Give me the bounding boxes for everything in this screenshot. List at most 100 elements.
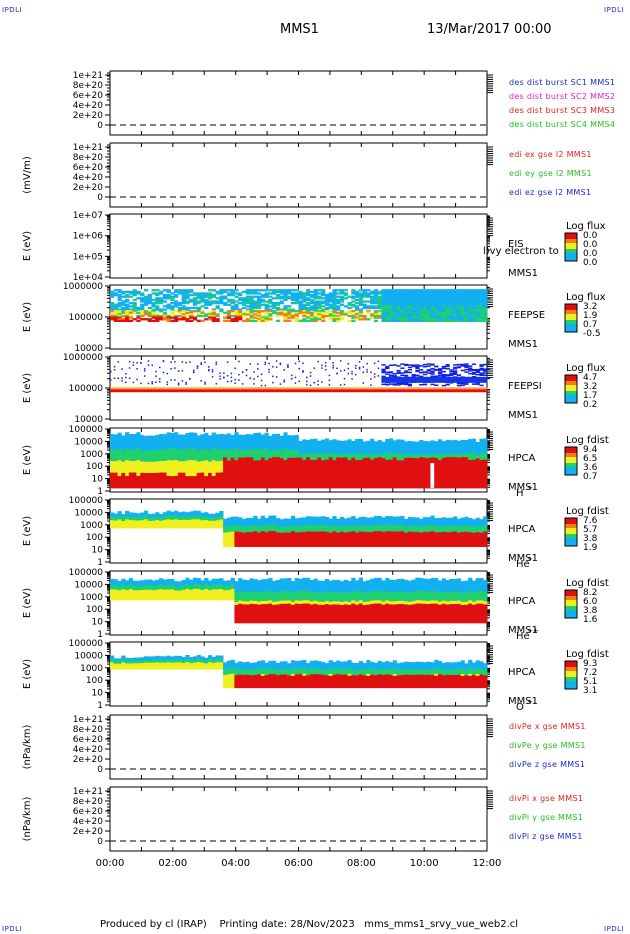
spectrogram-cell — [358, 303, 363, 306]
spectrogram-cell — [362, 484, 367, 489]
spectrogram-cell — [471, 484, 477, 489]
spectrogram-cell — [113, 521, 118, 524]
spectrogram-cell — [332, 365, 334, 367]
spectrogram-cell — [460, 298, 465, 302]
spectrogram-cell — [373, 306, 379, 310]
spectrogram-cell — [253, 289, 258, 292]
spectrogram-cell — [437, 314, 443, 318]
spectrogram-cell — [200, 526, 205, 529]
spectrogram-cell — [245, 526, 250, 529]
spectrogram-cell — [230, 518, 235, 522]
spectrogram-cell — [321, 453, 326, 458]
spectrogram-cell — [223, 457, 228, 462]
spectrogram-cell — [174, 464, 179, 469]
spectrogram-cell — [219, 517, 224, 519]
spectrogram-cell — [166, 514, 171, 517]
spectrogram-cell — [460, 470, 465, 475]
spectrogram-cell — [200, 297, 205, 300]
spectrogram-cell — [253, 371, 255, 373]
spectrogram-cell — [456, 308, 462, 311]
spectrogram-cell — [422, 311, 428, 314]
spectrogram-cell — [468, 313, 473, 316]
spectrogram-cell — [373, 300, 379, 303]
spectrogram-cell — [396, 387, 401, 389]
spectrogram-cell — [181, 300, 186, 303]
spectrogram-cell — [302, 453, 307, 458]
spectrogram-cell — [483, 305, 488, 308]
spectrogram-cell — [192, 371, 195, 374]
spectrogram-cell — [196, 439, 201, 444]
spectrogram-cell — [219, 472, 224, 477]
spectrogram-cell — [215, 363, 218, 366]
spectrogram-cell — [328, 453, 333, 458]
spectrogram-cell — [136, 314, 141, 318]
spectrogram-cell — [471, 376, 477, 378]
spectrogram-cell — [407, 447, 412, 452]
spectrogram-cell — [125, 372, 127, 375]
spectrogram-cell — [249, 517, 254, 521]
spectrogram-cell — [230, 314, 235, 318]
spectrogram-cell — [400, 382, 405, 384]
spectrogram-cell — [151, 519, 156, 522]
spectrogram-cell — [290, 435, 296, 440]
spectrogram-cell — [189, 522, 194, 524]
spectrogram-cell — [309, 314, 314, 318]
spectrogram-cell — [434, 310, 439, 313]
spectrogram-cell — [128, 514, 134, 517]
spectrogram-cell — [479, 318, 484, 321]
spectrogram-cell — [132, 515, 137, 518]
spectrogram-cell — [181, 295, 186, 298]
spectrogram-cell — [264, 452, 269, 457]
spectrogram-cell — [234, 544, 239, 547]
spectrogram-cell — [302, 439, 307, 444]
spectrogram-cell — [151, 465, 156, 470]
spectrogram-cell — [162, 389, 167, 393]
spectrogram-cell — [407, 308, 412, 311]
colorbar-value: 4.7 — [583, 373, 597, 383]
spectrogram-cell — [396, 446, 401, 451]
spectrogram-cell — [245, 295, 250, 298]
spectrogram-cell — [260, 453, 265, 458]
spectrogram-cell — [117, 319, 122, 323]
spectrogram-cell — [185, 521, 190, 523]
spectrogram-cell — [479, 389, 484, 393]
spectrogram-cell — [400, 463, 405, 468]
spectrogram-cell — [117, 525, 122, 528]
spectrogram-cell — [189, 440, 194, 445]
spectrogram-cell — [317, 444, 322, 448]
spectrogram-cell — [287, 313, 292, 316]
spectrogram-cell — [192, 432, 198, 438]
spectrogram-cell — [294, 438, 299, 443]
spectrogram-cell — [121, 300, 126, 303]
spectrogram-cell — [328, 298, 333, 302]
spectrogram-cell — [155, 293, 160, 297]
spectrogram-cell — [196, 524, 201, 526]
spectrogram-cell — [181, 476, 186, 481]
spectrogram-cell — [257, 316, 262, 319]
spectrogram-cell — [396, 293, 401, 297]
spectrogram-cell — [324, 463, 330, 468]
spectrogram-cell — [177, 484, 183, 489]
spectrogram-cell — [245, 453, 250, 458]
spectrogram-cell — [166, 520, 171, 523]
spectrogram-cell — [460, 300, 465, 303]
spectrogram-cell — [257, 452, 262, 457]
spectrogram-cell — [211, 387, 216, 389]
spectrogram-cell — [136, 479, 141, 485]
spectrogram-cell — [456, 292, 462, 295]
spectrogram-cell — [385, 366, 390, 369]
spectrogram-cell — [117, 448, 122, 453]
spectrogram-cell — [426, 292, 431, 295]
spectrogram-cell — [272, 449, 277, 454]
spectrogram-cell — [110, 308, 115, 311]
spectrogram-cell — [385, 301, 390, 305]
spectrogram-cell — [226, 445, 232, 450]
spectrogram-cell — [404, 447, 409, 452]
spectrogram-cell — [272, 468, 277, 474]
spectrogram-cell — [339, 464, 345, 469]
spectrogram-cell — [211, 526, 216, 529]
spectrogram-cell — [294, 442, 299, 447]
spectrogram-cell — [468, 463, 473, 468]
spectrogram-cell — [264, 444, 269, 449]
spectrogram-cell — [128, 521, 134, 523]
